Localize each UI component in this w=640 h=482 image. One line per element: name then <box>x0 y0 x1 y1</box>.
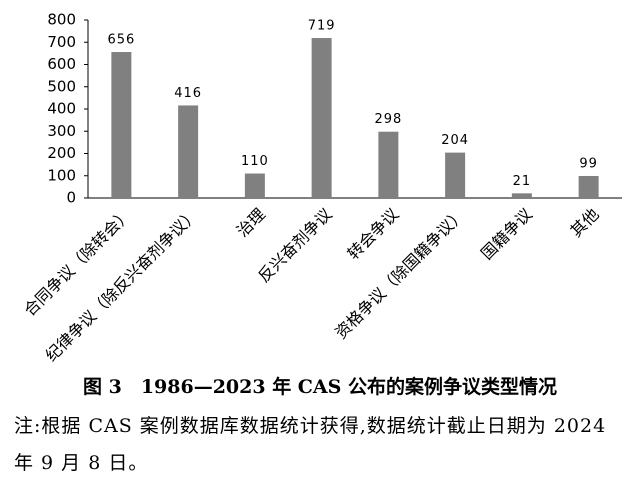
chart-title: 图 3 1986—2023 年 CAS 公布的案例争议类型情况 <box>82 376 558 398</box>
y-tick-label: 300 <box>47 122 76 140</box>
y-tick-label: 800 <box>47 11 76 29</box>
bar <box>445 152 466 198</box>
x-tick-label: 国籍争议 <box>477 205 536 264</box>
chart: 0 100 200 300 400 500 600 700 800 656 合同争议（除转会） 416… <box>20 11 622 365</box>
y-tick-label: 0 <box>66 189 76 207</box>
bar <box>178 105 199 198</box>
y-tick-label: 400 <box>47 100 76 118</box>
bar <box>311 38 332 199</box>
y-tick-label: 200 <box>47 144 76 162</box>
chart-note: 注:根据 CAS 案例数据库数据统计获得,数据统计截止日期为 2024 年 9 … <box>14 415 607 474</box>
y-tick-label: 600 <box>47 55 76 73</box>
x-tick-label: 资格争议（除国籍争议） <box>331 205 469 343</box>
value-label: 110 <box>241 154 269 169</box>
value-label: 21 <box>513 174 532 189</box>
bar <box>511 193 532 198</box>
value-label: 99 <box>579 156 598 171</box>
bar <box>578 175 599 198</box>
value-label: 656 <box>107 33 135 48</box>
bar <box>378 131 399 198</box>
y-tick-label: 500 <box>47 77 76 95</box>
value-label: 416 <box>174 86 202 101</box>
x-tick-label: 治理 <box>233 205 269 241</box>
y-tick-label: 700 <box>47 33 76 51</box>
bar <box>244 173 265 198</box>
x-tick-label: 合同争议（除转会） <box>20 205 135 320</box>
value-label: 298 <box>374 112 402 127</box>
x-tick-label: 转会争议 <box>344 205 403 264</box>
bar <box>111 52 132 198</box>
y-tick-label: 100 <box>47 166 76 184</box>
value-label: 719 <box>308 19 336 34</box>
value-label: 204 <box>441 133 469 148</box>
x-tick-label: 其他 <box>567 205 603 241</box>
